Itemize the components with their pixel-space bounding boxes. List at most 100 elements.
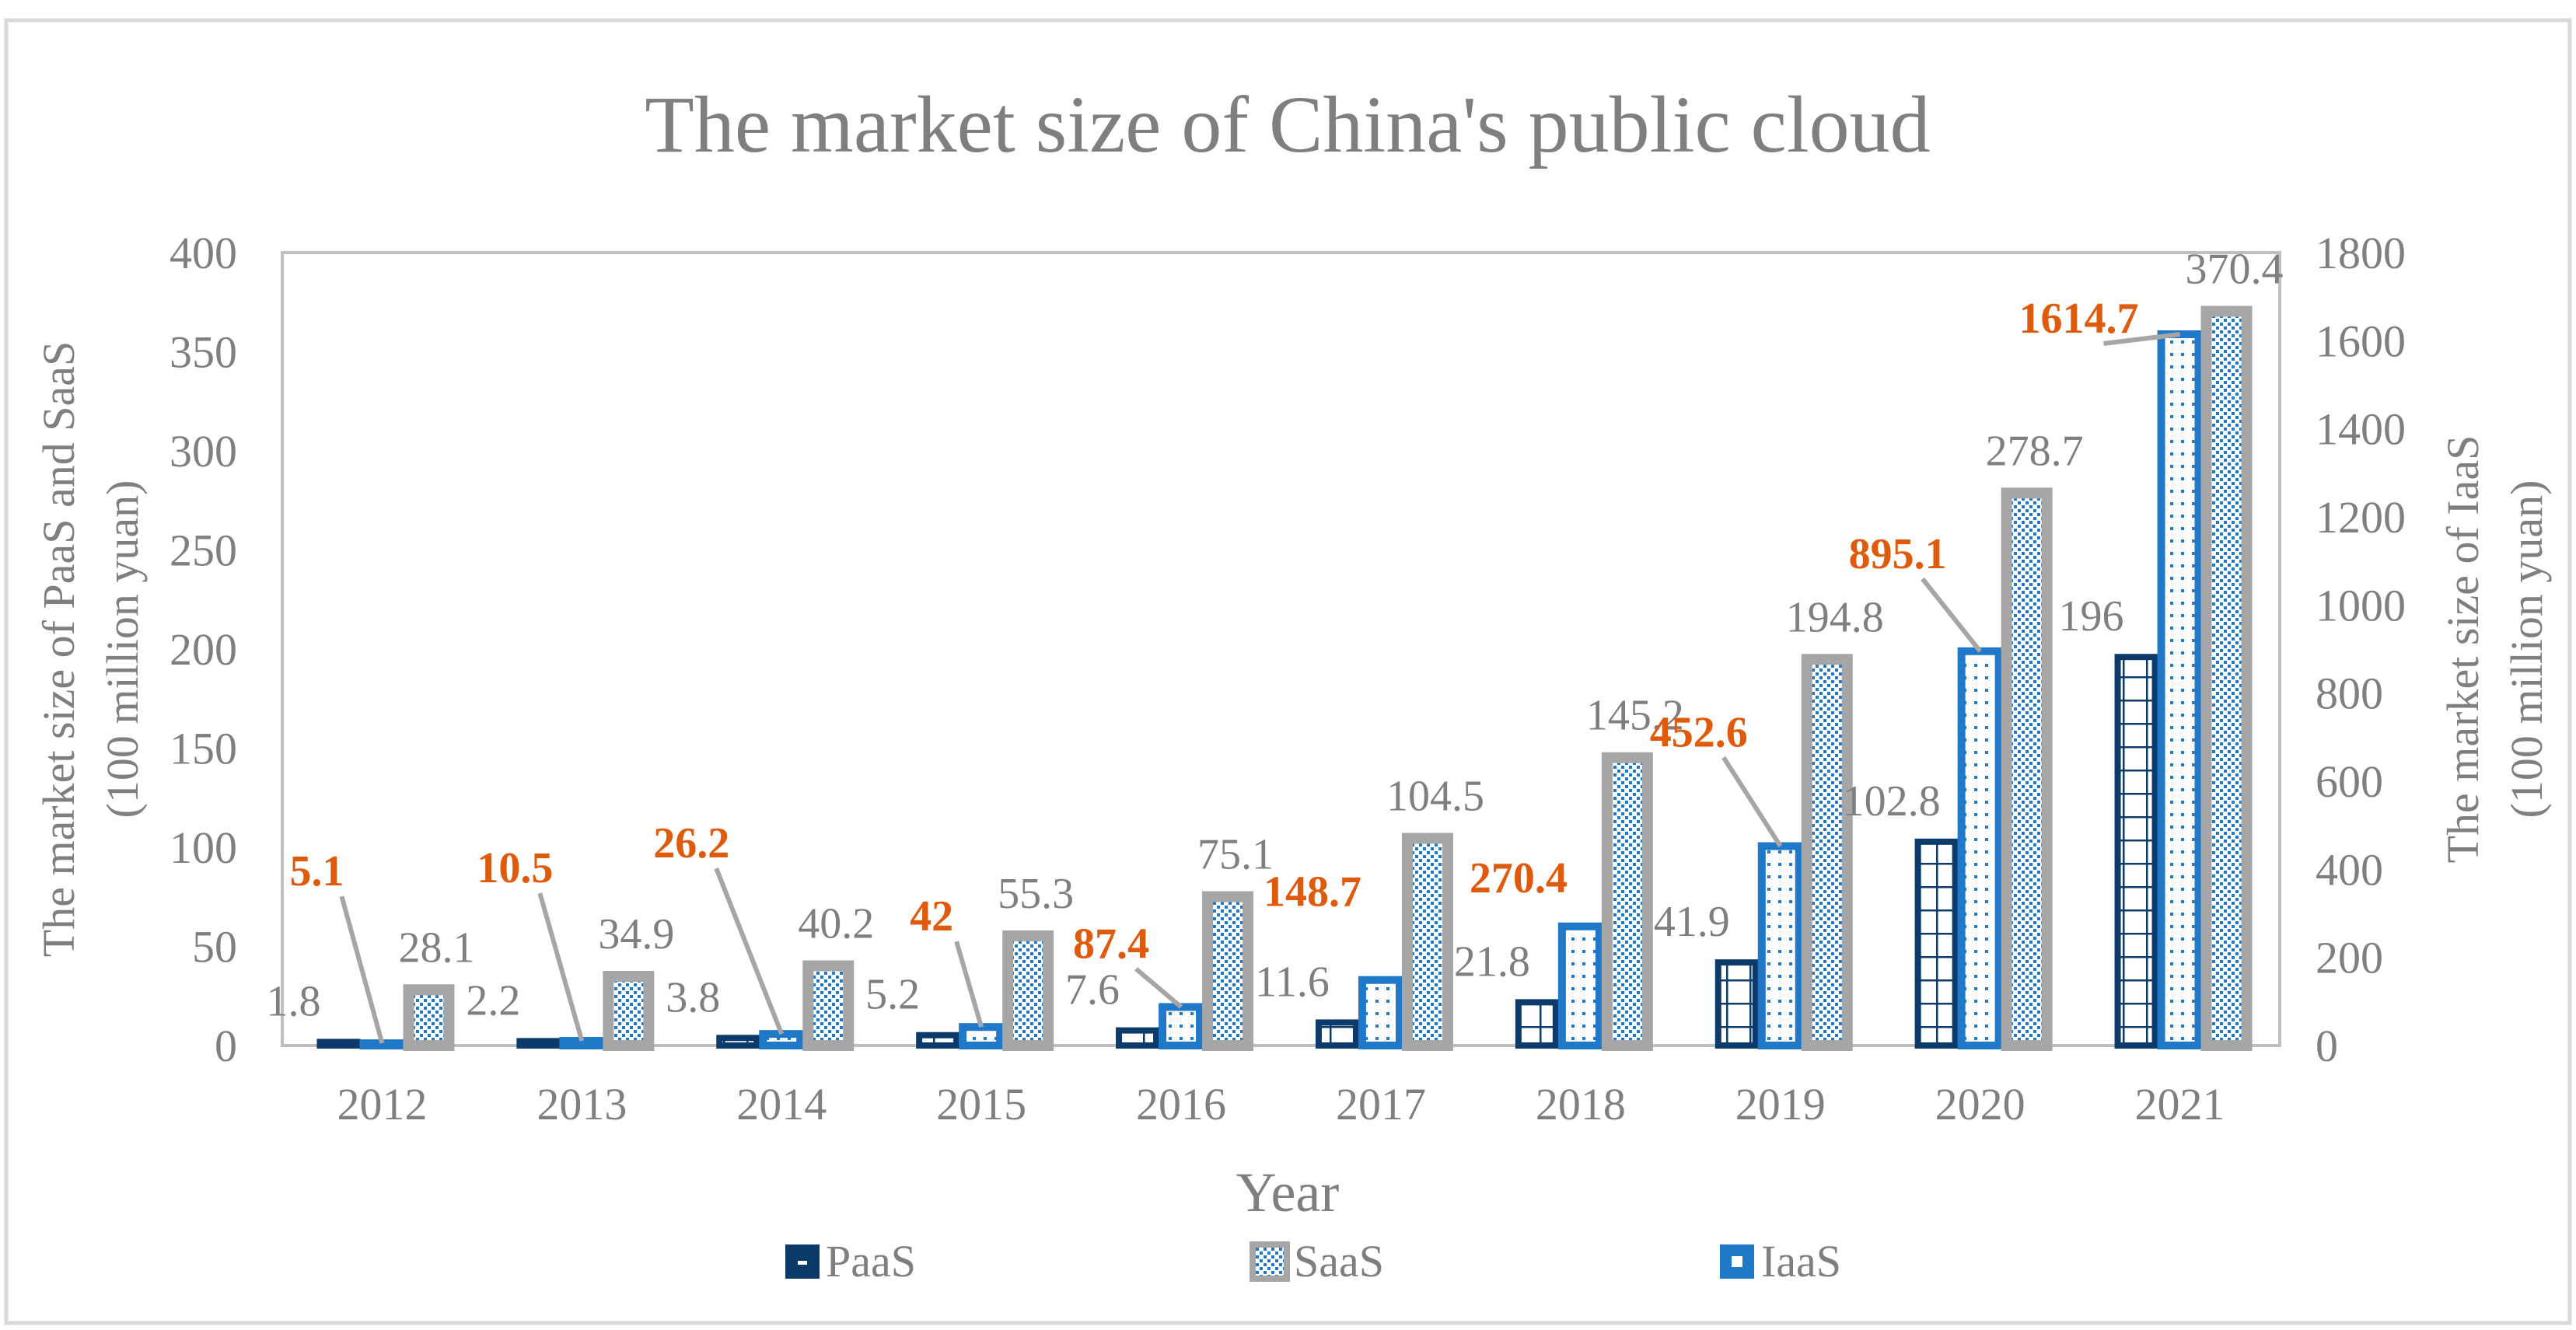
x-axis: 2012 2013 2014 2015 2016 2017 2018 2019 2020 2021 bbox=[337, 1079, 2225, 1129]
bar-iaas bbox=[1957, 647, 2003, 1049]
bar-saas bbox=[2001, 487, 2053, 1051]
data-label-saas: 28.1 bbox=[398, 923, 474, 972]
bar-paas bbox=[1315, 1019, 1359, 1049]
data-label-saas: 278.7 bbox=[1986, 427, 2084, 475]
leader-line-iaas bbox=[1134, 967, 1183, 1009]
data-label-iaas: 87.4 bbox=[1073, 920, 1149, 968]
data-label-iaas: 148.7 bbox=[1264, 868, 1361, 916]
data-label-iaas: 452.6 bbox=[1650, 709, 1748, 757]
bar-iaas bbox=[759, 1030, 805, 1049]
bar-saas bbox=[802, 960, 855, 1051]
bar-paas bbox=[1914, 838, 1959, 1049]
data-label-iaas: 42 bbox=[910, 892, 953, 941]
data-label-paas: 102.8 bbox=[1843, 777, 1941, 826]
data-label-paas: 11.6 bbox=[1255, 958, 1330, 1006]
bar-saas bbox=[603, 971, 655, 1052]
chart-title: The market size of China's public cloud bbox=[645, 80, 1930, 169]
data-label-saas: 34.9 bbox=[598, 910, 674, 958]
legend: PaaS SaaS IaaS bbox=[785, 1236, 1841, 1286]
x-tick-label: 2020 bbox=[1935, 1079, 2025, 1129]
x-tick-label: 2021 bbox=[2135, 1079, 2225, 1129]
x-tick-label: 2017 bbox=[1336, 1079, 1426, 1129]
right-axis: 0 200 400 600 800 1000 1200 1400 1600 1800 bbox=[2316, 228, 2406, 1071]
data-label-iaas: 10.5 bbox=[477, 844, 553, 892]
right-tick-label: 1600 bbox=[2316, 316, 2406, 366]
bar-paas bbox=[1515, 999, 1559, 1049]
x-tick-label: 2019 bbox=[1735, 1079, 1826, 1129]
right-tick-label: 1000 bbox=[2316, 580, 2406, 630]
x-tick-label: 2012 bbox=[337, 1079, 427, 1129]
data-label-saas: 194.8 bbox=[1786, 593, 1884, 641]
bar-saas bbox=[1801, 654, 1853, 1051]
data-label-iaas: 895.1 bbox=[1849, 530, 1947, 578]
data-label-iaas: 270.4 bbox=[1470, 854, 1568, 902]
data-label-iaas: 26.2 bbox=[653, 819, 729, 867]
leader-line-iaas bbox=[1721, 756, 1783, 848]
bars bbox=[316, 305, 2253, 1052]
bar-paas bbox=[316, 1039, 361, 1049]
left-axis-title-line2: (100 million yuan) bbox=[97, 480, 148, 819]
right-axis-title: The market size of IaaS (100 million yua… bbox=[2438, 435, 2552, 864]
bar-paas bbox=[916, 1032, 960, 1049]
bar-iaas bbox=[559, 1037, 605, 1050]
bar-paas bbox=[516, 1038, 561, 1049]
x-tick-label: 2018 bbox=[1536, 1079, 1626, 1129]
legend-item-saas: SaaS bbox=[1250, 1236, 1384, 1286]
data-label-iaas: 1614.7 bbox=[2019, 295, 2139, 343]
left-tick-label: 300 bbox=[170, 426, 237, 476]
leader-line-iaas bbox=[537, 892, 585, 1042]
bar-iaas bbox=[359, 1039, 405, 1050]
leader-lines bbox=[339, 332, 2180, 1044]
left-axis-title-line1: The market size of PaaS and SaaS bbox=[33, 341, 84, 957]
data-label-saas: 104.5 bbox=[1386, 773, 1484, 821]
bar-iaas bbox=[2157, 330, 2203, 1049]
x-tick-label: 2015 bbox=[936, 1079, 1026, 1129]
right-tick-label: 1400 bbox=[2316, 404, 2406, 455]
data-label-paas: 196 bbox=[2059, 592, 2124, 641]
data-label-paas: 1.8 bbox=[266, 977, 320, 1025]
left-tick-label: 50 bbox=[192, 922, 237, 972]
right-axis-title-line2: (100 million yuan) bbox=[2501, 480, 2552, 819]
legend-label-saas: SaaS bbox=[1294, 1236, 1384, 1286]
leader-line-iaas bbox=[714, 867, 785, 1035]
x-tick-label: 2016 bbox=[1136, 1079, 1226, 1129]
leader-line-iaas bbox=[339, 895, 385, 1044]
bar-iaas bbox=[1757, 842, 1803, 1049]
bar-saas bbox=[1202, 891, 1254, 1051]
data-label-paas: 2.2 bbox=[466, 976, 520, 1025]
left-tick-label: 350 bbox=[170, 327, 237, 378]
right-axis-title-line1: The market size of IaaS bbox=[2438, 435, 2488, 864]
right-tick-label: 800 bbox=[2316, 668, 2383, 719]
right-tick-label: 1800 bbox=[2316, 228, 2406, 278]
data-label-saas: 145.2 bbox=[1586, 692, 1684, 740]
left-tick-label: 200 bbox=[170, 624, 237, 675]
legend-label-paas: PaaS bbox=[826, 1236, 916, 1286]
data-label-paas: 41.9 bbox=[1654, 898, 1730, 946]
legend-label-iaas: IaaS bbox=[1761, 1236, 1841, 1286]
legend-item-paas: PaaS bbox=[785, 1236, 916, 1286]
x-tick-label: 2013 bbox=[537, 1079, 627, 1129]
bar-iaas bbox=[959, 1023, 1005, 1049]
bar-paas bbox=[2114, 654, 2158, 1049]
left-tick-label: 150 bbox=[170, 724, 237, 774]
data-label-paas: 7.6 bbox=[1065, 966, 1120, 1014]
right-tick-label: 0 bbox=[2316, 1021, 2338, 1071]
data-label-paas: 3.8 bbox=[666, 973, 720, 1021]
bar-saas bbox=[1002, 930, 1054, 1051]
leader-line-iaas bbox=[1921, 577, 1982, 653]
data-label-saas: 75.1 bbox=[1197, 830, 1274, 878]
data-label-paas: 5.2 bbox=[865, 971, 920, 1019]
right-tick-label: 1200 bbox=[2316, 492, 2406, 543]
left-tick-label: 250 bbox=[170, 525, 237, 576]
data-label-saas: 55.3 bbox=[998, 870, 1074, 918]
leader-line-iaas bbox=[954, 941, 984, 1028]
leader-line-iaas bbox=[2103, 332, 2180, 346]
left-tick-label: 0 bbox=[215, 1021, 237, 1071]
left-axis-title: The market size of PaaS and SaaS (100 mi… bbox=[33, 341, 148, 957]
bar-iaas bbox=[1557, 922, 1603, 1049]
data-label-saas: 40.2 bbox=[798, 899, 874, 948]
left-tick-label: 400 bbox=[170, 228, 237, 278]
legend-swatch-saas bbox=[1250, 1241, 1290, 1282]
